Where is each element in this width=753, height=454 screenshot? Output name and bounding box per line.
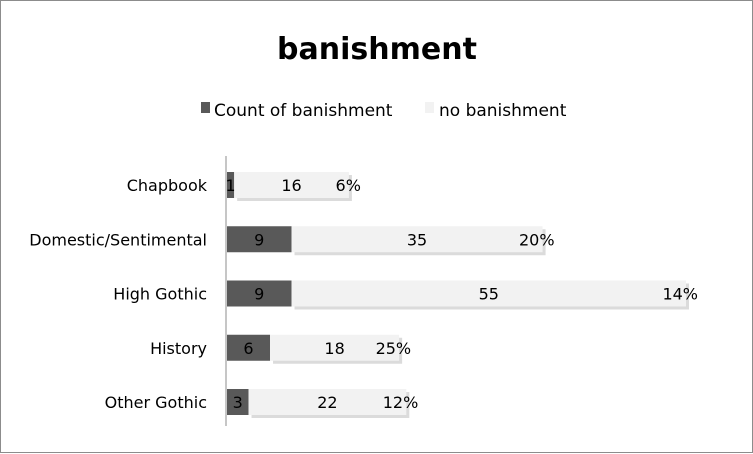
chart-title: banishment xyxy=(277,32,477,67)
plot-area: Chapbook 1 16 6% Domestic/Sentimental 9 35 20% H… xyxy=(29,172,698,418)
percent-label-domestic-sentimental: 20% xyxy=(519,230,555,249)
bar-no-banishment-domestic-sentimental xyxy=(291,226,543,253)
percent-label-other-gothic: 12% xyxy=(383,393,419,412)
bar-count-of-banishment-high-gothic xyxy=(227,280,292,307)
data-label-no-banishment-domestic-sentimental: 35 xyxy=(407,230,427,249)
data-label-no-banishment-high-gothic: 55 xyxy=(479,285,499,304)
data-label-count-of-banishment-high-gothic: 9 xyxy=(254,285,264,304)
bar-count-of-banishment-domestic-sentimental xyxy=(227,226,292,253)
bar-count-of-banishment-chapbook xyxy=(227,172,235,198)
legend-label-count-of-banishment: Count of banishment xyxy=(214,101,393,121)
percent-label-chapbook: 6% xyxy=(336,176,361,195)
data-label-count-of-banishment-domestic-sentimental: 9 xyxy=(254,230,264,249)
category-label-history: History xyxy=(150,339,207,358)
percent-label-history: 25% xyxy=(376,339,412,358)
data-label-no-banishment-other-gothic: 22 xyxy=(317,393,337,412)
legend-swatch-no-banishment xyxy=(425,102,434,113)
legend: Count of banishment no banishment xyxy=(201,101,567,121)
bar-count-of-banishment-history xyxy=(227,334,271,361)
bar-no-banishment-history xyxy=(270,334,400,361)
category-label-chapbook: Chapbook xyxy=(127,176,208,195)
bar-no-banishment-other-gothic xyxy=(248,389,407,415)
category-label-other-gothic: Other Gothic xyxy=(105,393,207,412)
legend-swatch-count-of-banishment xyxy=(201,102,210,113)
data-label-no-banishment-chapbook: 16 xyxy=(281,176,301,195)
percent-label-high-gothic: 14% xyxy=(662,285,698,304)
bar-count-of-banishment-other-gothic xyxy=(227,389,249,415)
bar-no-banishment-chapbook xyxy=(234,172,349,198)
data-label-count-of-banishment-history: 6 xyxy=(243,339,253,358)
category-label-high-gothic: High Gothic xyxy=(113,285,207,304)
legend-label-no-banishment: no banishment xyxy=(439,101,567,121)
data-label-count-of-banishment-other-gothic: 3 xyxy=(233,393,243,412)
data-label-no-banishment-history: 18 xyxy=(324,339,344,358)
bar-no-banishment-high-gothic xyxy=(291,280,686,307)
data-label-count-of-banishment-chapbook: 1 xyxy=(225,176,235,195)
category-label-domestic-sentimental: Domestic/Sentimental xyxy=(29,230,207,249)
